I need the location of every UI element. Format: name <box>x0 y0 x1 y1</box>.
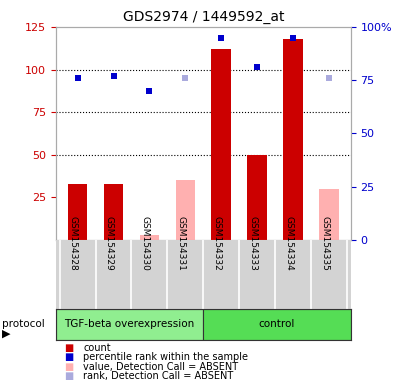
Text: GSM154334: GSM154334 <box>284 216 293 271</box>
Bar <box>211 49 231 240</box>
Text: percentile rank within the sample: percentile rank within the sample <box>83 352 248 362</box>
Text: value, Detection Call = ABSENT: value, Detection Call = ABSENT <box>83 362 238 372</box>
Text: control: control <box>259 319 295 329</box>
Bar <box>139 235 159 240</box>
Bar <box>56 309 203 340</box>
Text: ■: ■ <box>64 352 73 362</box>
Text: ■: ■ <box>64 343 73 353</box>
Text: GSM154329: GSM154329 <box>105 216 114 271</box>
Bar <box>203 309 351 340</box>
Text: protocol: protocol <box>2 319 45 329</box>
Text: GSM154335: GSM154335 <box>320 216 329 271</box>
Text: GSM154332: GSM154332 <box>212 216 221 271</box>
Bar <box>68 184 88 240</box>
Text: TGF-beta overexpression: TGF-beta overexpression <box>65 319 195 329</box>
Bar <box>283 39 303 240</box>
Bar <box>176 180 195 240</box>
Bar <box>104 184 123 240</box>
Title: GDS2974 / 1449592_at: GDS2974 / 1449592_at <box>122 10 284 25</box>
Text: GSM154330: GSM154330 <box>140 216 149 271</box>
Text: ■: ■ <box>64 362 73 372</box>
Text: rank, Detection Call = ABSENT: rank, Detection Call = ABSENT <box>83 371 233 381</box>
Text: GSM154333: GSM154333 <box>248 216 257 271</box>
Text: count: count <box>83 343 111 353</box>
Text: GSM154328: GSM154328 <box>68 216 78 271</box>
Text: ■: ■ <box>64 371 73 381</box>
Bar <box>319 189 339 240</box>
Text: ▶: ▶ <box>2 329 10 339</box>
Bar <box>247 155 267 240</box>
Text: GSM154331: GSM154331 <box>176 216 186 271</box>
